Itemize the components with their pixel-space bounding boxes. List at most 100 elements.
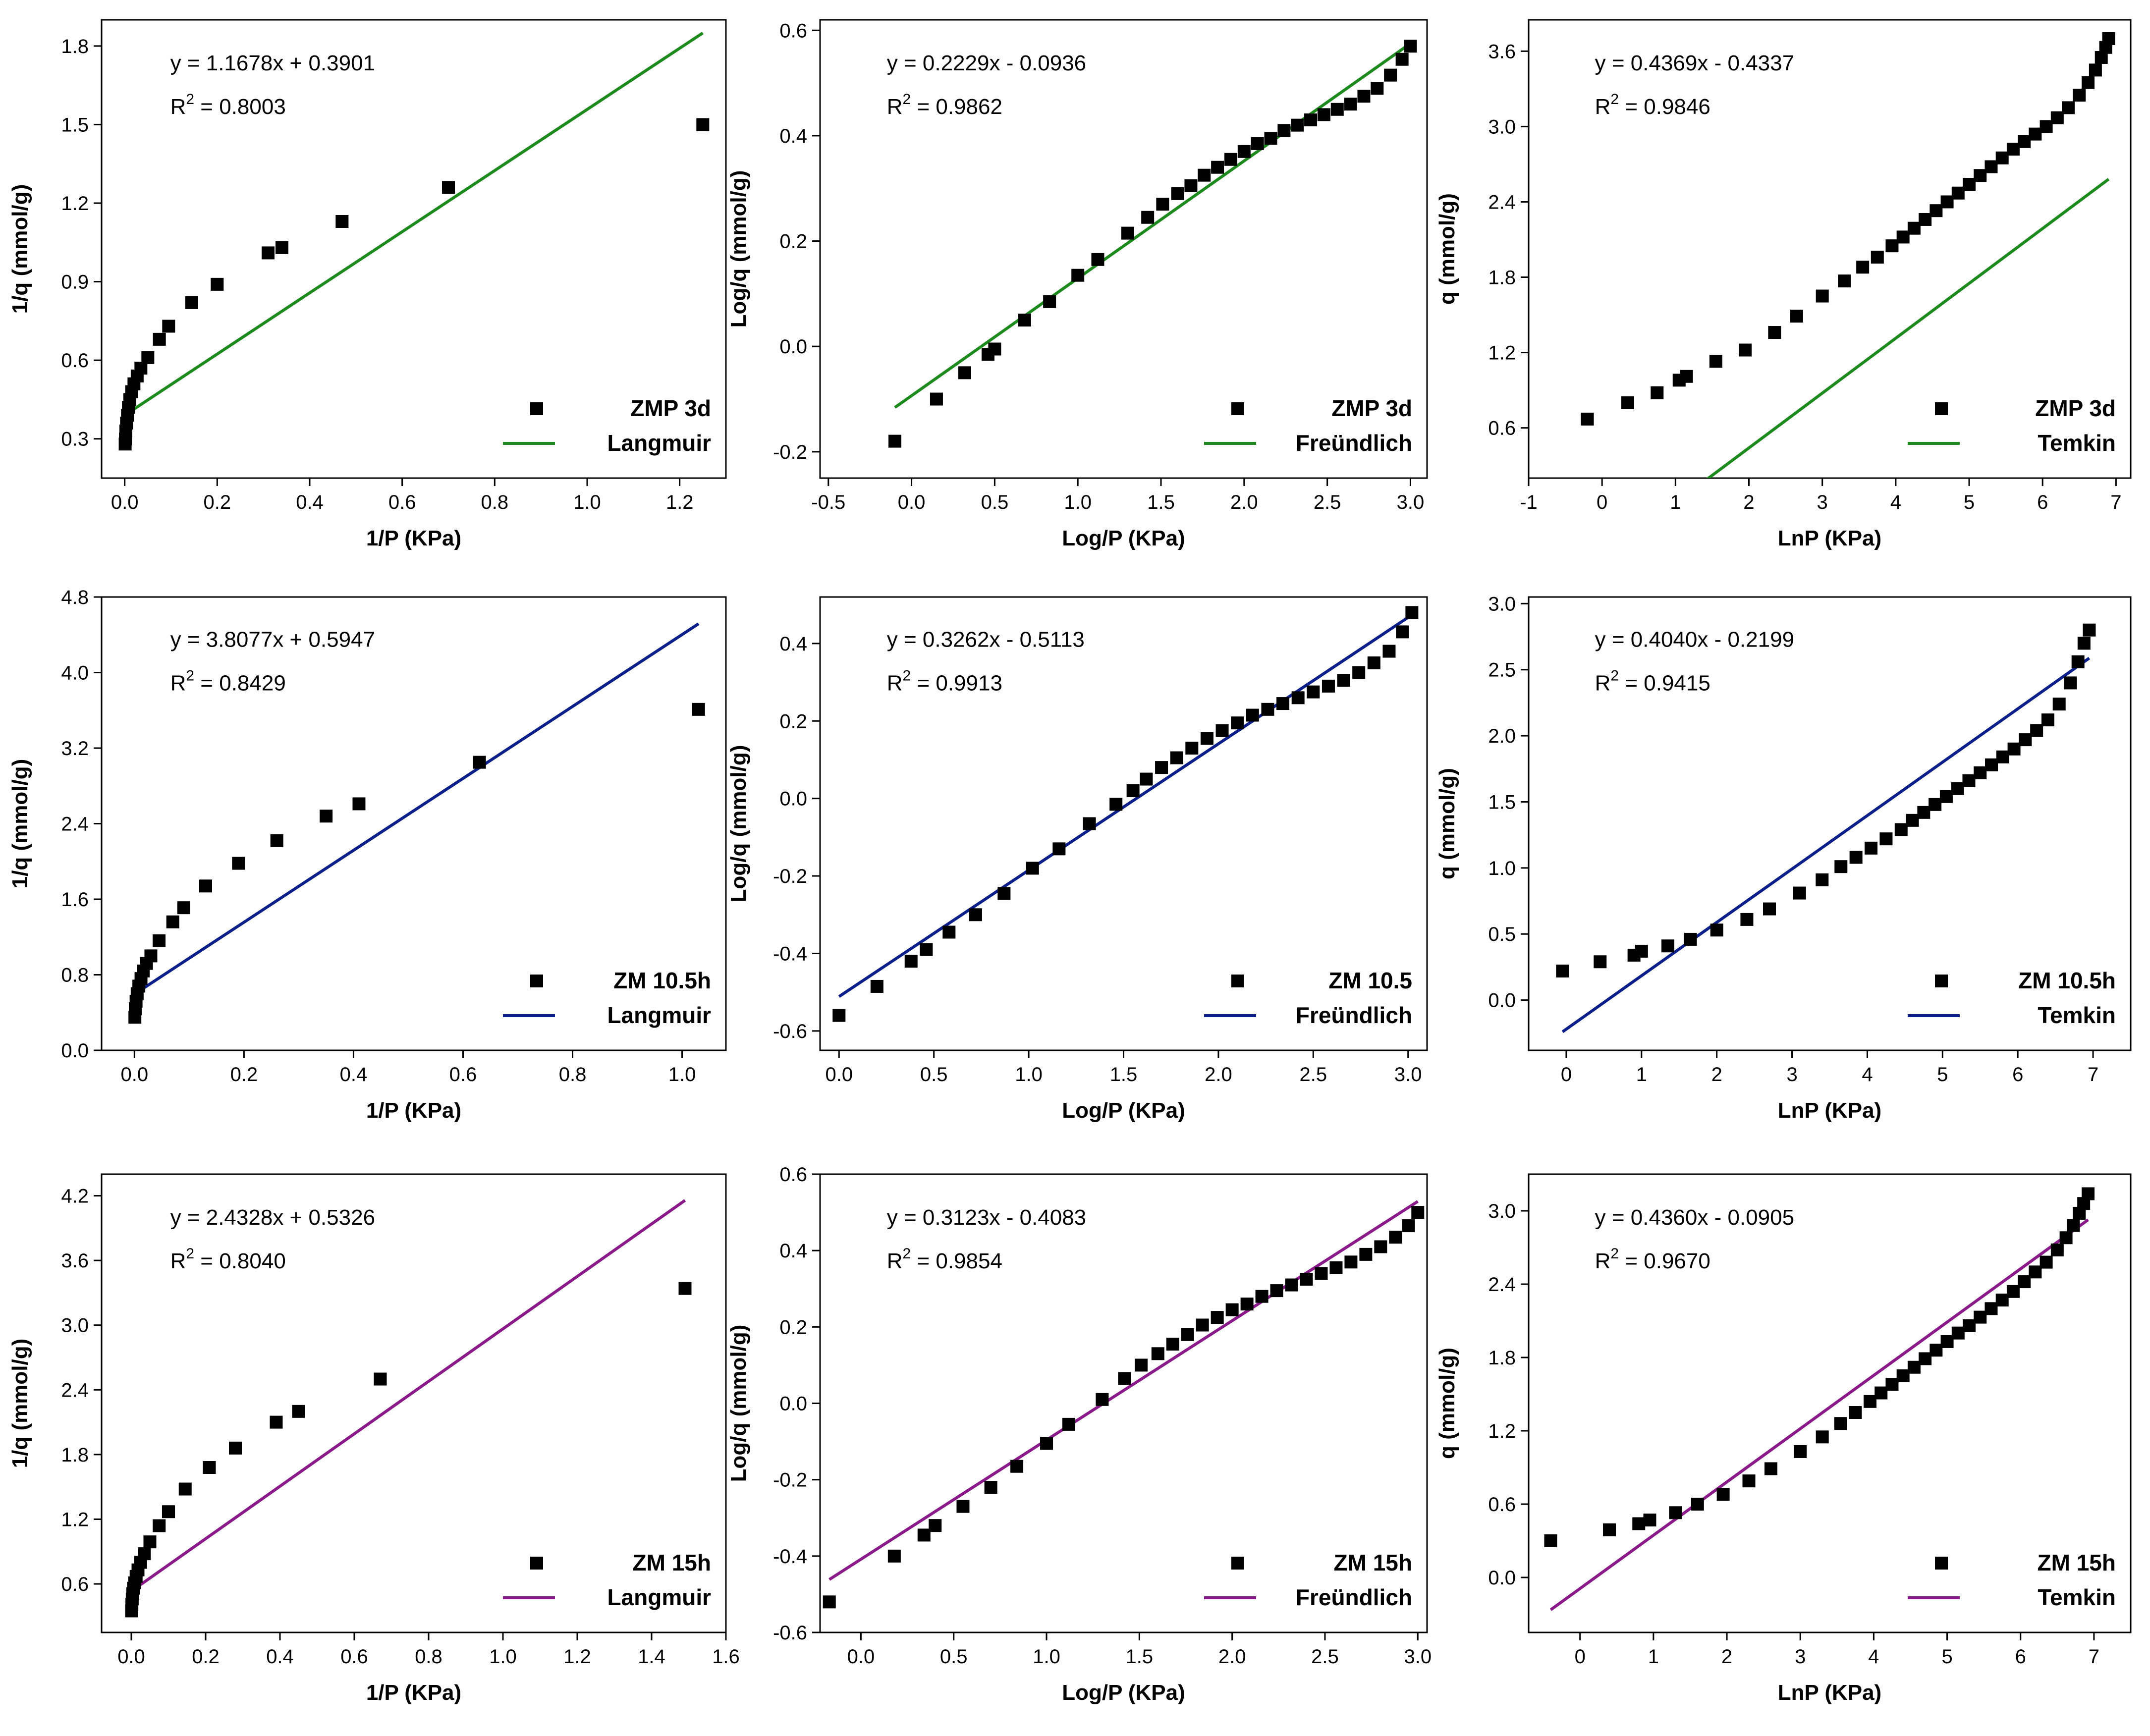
data-point [1985,758,1998,771]
fit-line [1549,1218,2089,1611]
x-tick-label: 3 [1817,491,1828,513]
y-tick-label: 0.8 [61,965,89,986]
x-tick-label: 0.8 [559,1064,587,1085]
data-point [988,342,1001,356]
data-point [1951,782,1964,795]
y-tick-label: 0.9 [61,271,89,293]
data-point [1396,625,1409,639]
data-point [1594,955,1607,969]
data-point [1040,1437,1053,1450]
y-axis-label: q (mmol/g) [1435,1348,1459,1459]
fit-equation: y = 1.1678x + 0.3901 [170,51,375,75]
data-point [1919,213,1932,226]
data-point [904,955,918,968]
x-tick-label: 0.0 [898,491,926,513]
data-point [1894,823,1908,836]
data-point [1291,118,1304,132]
y-tick-label: 4.2 [61,1186,89,1207]
data-point [1739,343,1752,357]
y-tick-label: 3.0 [1488,116,1516,138]
y-tick-label: 1.8 [61,1444,89,1466]
data-point [1330,103,1344,116]
y-tick-label: 0.0 [61,1040,89,1062]
data-point [1865,841,1878,855]
x-tick-label: 0.0 [117,1646,145,1668]
data-point [1907,1360,1921,1374]
data-point [696,118,710,131]
x-tick-label: 4 [1890,491,1901,513]
data-point [930,392,943,406]
x-tick-label: 2.0 [1230,491,1258,513]
x-axis-label: 1/P (KPa) [366,526,461,550]
data-point [1359,1248,1373,1261]
legend-marker [530,975,543,987]
chart-panel-7: 0.0 0.2 0.4 0.6 0.8 1.0 1.2 1.4 1.6 0.6 1.2 1.8 2.4 3… [8,1173,740,1705]
chart-panel-1: 0.0 0.2 0.4 0.6 0.8 1.0 1.2 0.3 0.6 0.9 1.2 1.5 1.8 1… [8,19,727,550]
data-point [1091,253,1104,266]
data-point [1768,326,1781,339]
data-point [1939,790,1953,803]
data-point [1929,798,1942,811]
y-tick-label: 3.2 [61,738,89,760]
legend-marker [1231,975,1244,987]
data-point [1270,1284,1283,1298]
data-point [1684,932,1697,946]
y-tick-label: 2.0 [1488,725,1516,747]
y-tick-label: 1.2 [1488,1420,1516,1442]
data-point [1919,1352,1932,1365]
fit-equation: y = 3.8077x + 0.5947 [170,628,375,652]
x-tick-label: 0.4 [266,1646,294,1668]
data-point [1974,766,1987,779]
fit-line [133,622,700,996]
data-point [1856,261,1870,274]
data-point [823,1595,836,1609]
data-point [1896,230,1910,244]
data-point [1224,153,1237,166]
plot-frame [819,19,1428,479]
x-tick-label: 2.0 [1205,1064,1232,1085]
x-tick-label: 1.6 [712,1646,740,1668]
x-tick-label: 1.0 [573,491,601,513]
data-point [1816,1430,1829,1444]
x-tick-label: 1.0 [1064,491,1092,513]
legend-marker-label: ZM 15h [633,1550,711,1575]
y-tick-label: 2.5 [1488,659,1516,681]
legend-line-label: Temkin [2038,1584,2116,1610]
data-point [888,434,902,448]
fit-equation: y = 0.4040x - 0.2199 [1595,628,1794,652]
data-point [1742,1474,1756,1488]
data-point [1140,772,1153,786]
x-tick-label: 2 [1721,1646,1732,1668]
chart-panel-5: 0.0 0.5 1.0 1.5 2.0 2.5 3.0 -0.6 -0.4 -0.2 0.0 0.2 0… [726,596,1428,1123]
data-point [1109,798,1123,811]
legend-marker-label: ZMP 3d [1331,395,1412,421]
data-point [162,320,175,333]
chart-panel-8: 0.0 0.5 1.0 1.5 2.0 2.5 3.0 -0.6 -0.4 -0.2 0.0 0.2 0… [726,1164,1432,1705]
x-tick-label: 0.0 [111,491,139,513]
data-point [1255,1290,1268,1303]
x-tick-label: 1 [1648,1646,1659,1668]
x-tick-label: 1 [1636,1064,1647,1085]
y-tick-label: 1.2 [1488,342,1516,364]
y-tick-label: -0.6 [773,1622,807,1644]
fit-equation: y = 2.4328x + 0.5326 [170,1205,375,1230]
data-point [1251,137,1264,150]
r-squared: R2 = 0.9854 [887,1246,1002,1273]
data-point [1166,1338,1179,1351]
data-point [2082,76,2095,89]
y-tick-label: 1.6 [61,889,89,911]
data-point [1710,923,1723,937]
fit-line [124,32,704,417]
y-tick-label: 1.5 [1488,791,1516,813]
data-point [678,1282,692,1295]
x-tick-label: 0.4 [296,491,324,513]
y-axis-label: Log/q (mmol/g) [726,745,751,903]
r-squared-value: = 0.9846 [1619,95,1710,119]
y-axis-label: q (mmol/g) [1435,768,1459,879]
data-point [1237,145,1251,158]
x-tick-label: 0.6 [449,1064,477,1085]
legend-marker [1231,1557,1244,1570]
y-tick-label: 0.5 [1488,923,1516,945]
data-point [211,277,224,291]
x-tick-label: 6 [2012,1064,2023,1085]
